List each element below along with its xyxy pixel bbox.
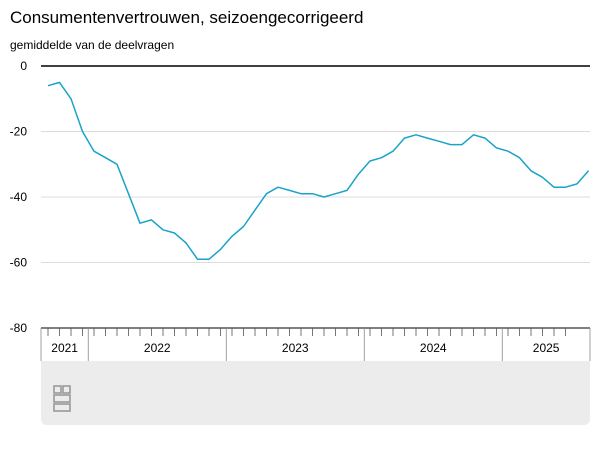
series-line <box>47 81 590 260</box>
y-tick-label: -80 <box>10 321 28 335</box>
y-tick-label: -20 <box>10 125 28 139</box>
x-tick-label: 2021 <box>51 341 78 355</box>
y-tick-label: -60 <box>10 256 28 270</box>
footer-panel <box>41 361 590 425</box>
y-tick-label: 0 <box>20 59 27 73</box>
chart-subtitle: gemiddelde van de deelvragen <box>10 38 175 52</box>
y-tick-label: -40 <box>10 190 28 204</box>
x-tick-label: 2024 <box>420 341 447 355</box>
cbs-logo-icon <box>53 385 71 412</box>
chart-title: Consumentenvertrouwen, seizoengecorrigee… <box>10 8 364 27</box>
x-tick-label: 2022 <box>144 341 171 355</box>
x-tick-label: 2023 <box>282 341 309 355</box>
x-tick-label: 2025 <box>533 341 560 355</box>
